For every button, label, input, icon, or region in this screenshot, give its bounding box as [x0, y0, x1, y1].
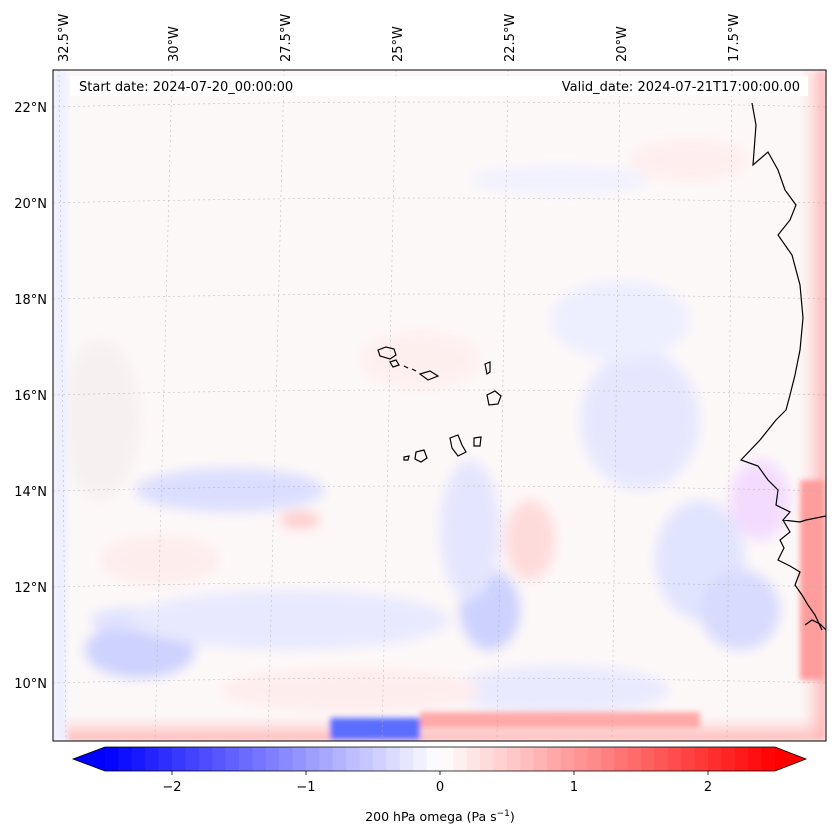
colorbar-outline [71, 746, 808, 772]
lat-label: 18°N [14, 293, 47, 308]
start-date-label: Start date: 2024-07-20_00:00:00 [79, 80, 293, 95]
header-band [70, 76, 808, 96]
colorbar-tick-label: −2 [162, 780, 181, 795]
colorbar-cell [641, 747, 655, 771]
colorbar-cell [587, 747, 602, 771]
colorbar-title: 200 hPa omega (Pa s−1) [365, 809, 515, 824]
colorbar-cell [574, 747, 588, 771]
latitude-axis: 22°N 20°N 18°N 16°N 14°N 12°N 10°N [14, 101, 47, 692]
colorbar-cell [306, 747, 320, 771]
colorbar-cell [694, 747, 709, 771]
colorbar-cell [600, 747, 615, 771]
cape-verde-islands [377, 346, 397, 360]
colorbar-cell [627, 747, 642, 771]
colorbar-cell [493, 747, 508, 771]
colorbar-ticks [171, 771, 709, 775]
colorbar-cell [172, 747, 186, 771]
lon-label: 25°W [391, 26, 406, 62]
colorbar-cell [359, 747, 374, 771]
colorbar-cell [225, 747, 240, 771]
colorbar-cell [399, 747, 414, 771]
colorbar-cell [681, 747, 695, 771]
colorbar-cell [533, 747, 548, 771]
colorbar-cell [614, 747, 628, 771]
colorbar-cell [292, 747, 307, 771]
colorbar-cell [748, 747, 762, 771]
colorbar-cell [507, 747, 521, 771]
lon-label: 32.5°W [57, 14, 72, 62]
colorbar-extend-max [775, 747, 806, 771]
africa-coastline [739, 102, 826, 523]
colorbar-cell [721, 747, 736, 771]
graticule [53, 70, 826, 741]
colorbar-cell [480, 747, 494, 771]
colorbar-cell [386, 747, 401, 771]
colorbar-cell [761, 747, 776, 771]
colorbar-cell [105, 747, 119, 771]
colorbar-cell [198, 747, 213, 771]
lon-label: 22.5°W [503, 14, 518, 62]
colorbar-cell [708, 747, 722, 771]
lat-label: 10°N [14, 677, 47, 692]
colorbar: −2 −1 0 1 2 200 hPa omega (Pa s−1) [71, 746, 808, 824]
colorbar-cell [118, 747, 133, 771]
colorbar-cell [319, 747, 334, 771]
colorbar-cell [145, 747, 159, 771]
colorbar-cell [332, 747, 347, 771]
colorbar-cell [279, 747, 293, 771]
coastlines [377, 102, 826, 631]
colorbar-cell [252, 747, 267, 771]
colorbar-cell [520, 747, 535, 771]
colorbar-cell [185, 747, 200, 771]
colorbar-cell [734, 747, 749, 771]
map-frame [52, 69, 827, 742]
lon-label: 30°W [167, 26, 182, 62]
omega-field [53, 70, 826, 741]
longitude-axis: 32.5°W 30°W 27.5°W 25°W 22.5°W 20°W 17.5… [57, 14, 742, 62]
colorbar-cell [346, 747, 360, 771]
colorbar-cell [440, 747, 454, 771]
colorbar-extend-min [73, 747, 105, 771]
colorbar-cells [73, 747, 806, 771]
colorbar-cell [654, 747, 669, 771]
colorbar-cell [265, 747, 280, 771]
colorbar-tick-label: 0 [436, 780, 444, 795]
colorbar-tick-label: −1 [296, 780, 315, 795]
colorbar-cell [426, 747, 441, 771]
lon-label: 20°W [615, 26, 630, 62]
colorbar-cell [158, 747, 173, 771]
lat-label: 14°N [14, 485, 47, 500]
lon-label: 27.5°W [279, 14, 294, 62]
lat-label: 20°N [14, 197, 47, 212]
colorbar-cell [560, 747, 575, 771]
colorbar-cell [413, 747, 427, 771]
lat-label: 16°N [14, 389, 47, 404]
colorbar-tick-label: 1 [570, 780, 578, 795]
colorbar-cell [239, 747, 253, 771]
valid-date-label: Valid_date: 2024-07-21T17:00:00.00 [562, 80, 800, 95]
colorbar-cell [212, 747, 226, 771]
colorbar-cell [466, 747, 481, 771]
lat-label: 22°N [14, 101, 47, 116]
colorbar-cell [131, 747, 146, 771]
colorbar-cell [547, 747, 561, 771]
lat-label: 12°N [14, 581, 47, 596]
colorbar-cell [373, 747, 387, 771]
colorbar-tick-label: 2 [704, 780, 712, 795]
colorbar-cell [667, 747, 682, 771]
colorbar-cell [453, 747, 468, 771]
lon-label: 17.5°W [727, 14, 742, 62]
